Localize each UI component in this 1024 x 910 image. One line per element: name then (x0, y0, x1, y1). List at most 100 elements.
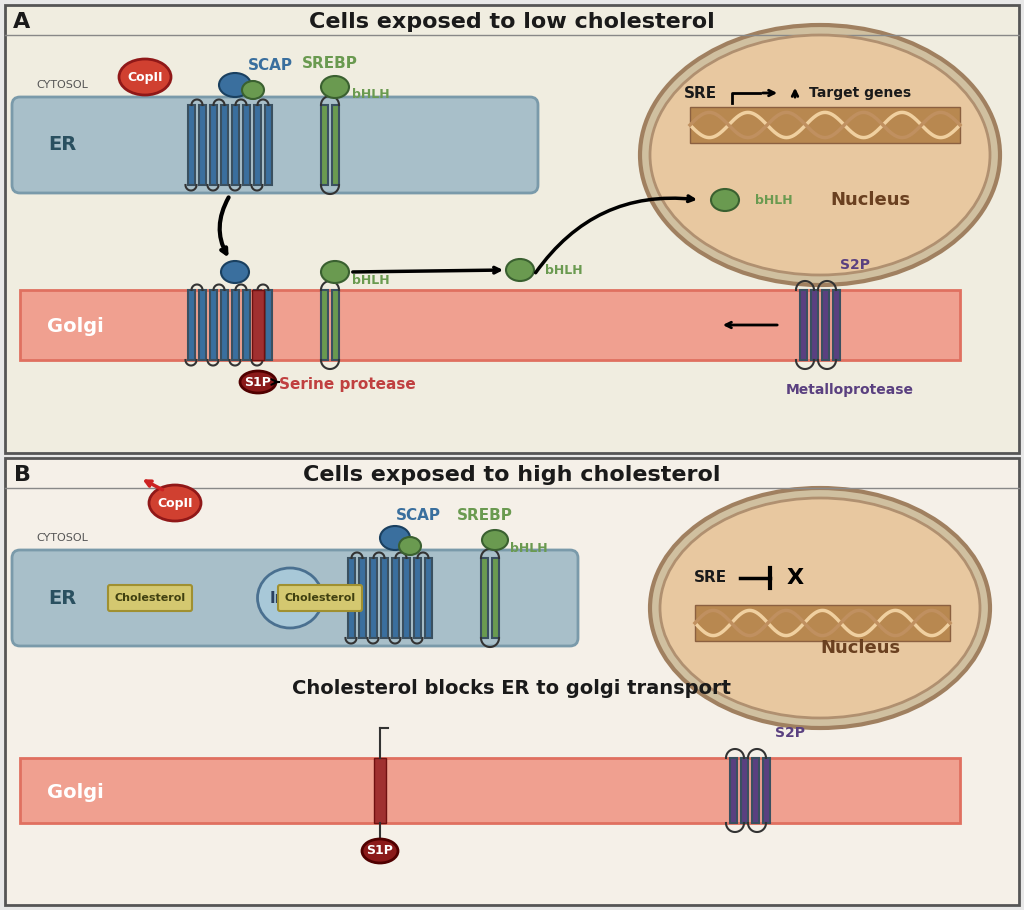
Text: CopII: CopII (127, 70, 163, 84)
Bar (492, 558, 499, 638)
Bar (199, 105, 206, 185)
Ellipse shape (257, 568, 323, 628)
Text: Nucleus: Nucleus (829, 191, 910, 209)
Text: Cholesterol: Cholesterol (285, 593, 355, 603)
Bar (370, 558, 377, 638)
Text: Golgi: Golgi (47, 783, 103, 802)
Bar (232, 290, 239, 360)
Text: S2P: S2P (775, 726, 805, 740)
Ellipse shape (711, 189, 739, 211)
Bar (321, 105, 328, 185)
Text: Metalloprotease: Metalloprotease (786, 383, 914, 397)
Text: CYTOSOL: CYTOSOL (36, 533, 88, 543)
FancyBboxPatch shape (108, 585, 193, 611)
Bar (730, 758, 737, 823)
Bar (800, 290, 807, 360)
Bar (252, 290, 264, 360)
Bar (188, 290, 195, 360)
Text: CYTOSOL: CYTOSOL (36, 80, 88, 90)
Text: X: X (786, 568, 804, 588)
Bar (481, 558, 488, 638)
Text: bHLH: bHLH (755, 194, 793, 207)
Text: S1P: S1P (367, 844, 393, 857)
Text: SRE: SRE (693, 571, 727, 585)
Ellipse shape (399, 537, 421, 555)
Text: A: A (13, 12, 31, 32)
Text: Cholesterol: Cholesterol (115, 593, 185, 603)
Bar (254, 105, 261, 185)
Bar (752, 758, 759, 823)
Bar (221, 290, 228, 360)
Ellipse shape (650, 35, 990, 275)
Bar (254, 290, 261, 360)
Ellipse shape (506, 259, 534, 281)
Bar (811, 290, 818, 360)
Bar (265, 290, 272, 360)
Ellipse shape (482, 530, 508, 550)
Text: S2P: S2P (840, 258, 870, 272)
Text: SREBP: SREBP (302, 56, 358, 70)
Bar (5, 458, 1019, 905)
Ellipse shape (119, 59, 171, 95)
Bar (265, 105, 272, 185)
Ellipse shape (240, 371, 276, 393)
Ellipse shape (660, 498, 980, 718)
Bar (199, 290, 206, 360)
Text: SCAP: SCAP (395, 509, 440, 523)
Bar (332, 105, 339, 185)
Bar (210, 105, 217, 185)
Text: Nucleus: Nucleus (820, 639, 900, 657)
Bar (690, 107, 961, 143)
Bar (221, 105, 228, 185)
Text: Cells exposed to low cholesterol: Cells exposed to low cholesterol (309, 12, 715, 32)
Text: bHLH: bHLH (510, 541, 548, 554)
Ellipse shape (242, 81, 264, 99)
Text: Cells exposed to high cholesterol: Cells exposed to high cholesterol (303, 465, 721, 485)
Bar (210, 290, 217, 360)
Bar (392, 558, 399, 638)
Bar (695, 605, 950, 641)
Ellipse shape (219, 73, 251, 97)
Bar (5, 5, 1019, 453)
Ellipse shape (321, 261, 349, 283)
Ellipse shape (650, 488, 990, 728)
FancyBboxPatch shape (12, 550, 578, 646)
Bar (763, 758, 770, 823)
Ellipse shape (362, 839, 398, 863)
Text: Cholesterol blocks ER to golgi transport: Cholesterol blocks ER to golgi transport (293, 679, 731, 697)
Text: bHLH: bHLH (352, 274, 389, 287)
Text: Target genes: Target genes (809, 86, 911, 100)
Ellipse shape (150, 485, 201, 521)
Ellipse shape (640, 25, 1000, 285)
Bar (232, 105, 239, 185)
Bar (332, 290, 339, 360)
Text: ER: ER (48, 589, 76, 608)
Text: SRE: SRE (683, 86, 717, 100)
Text: CopII: CopII (158, 497, 193, 510)
Ellipse shape (380, 526, 410, 550)
Text: Golgi: Golgi (47, 318, 103, 337)
Bar (374, 758, 386, 823)
Ellipse shape (221, 261, 249, 283)
Bar (359, 558, 366, 638)
Text: ER: ER (48, 136, 76, 155)
Bar (348, 558, 355, 638)
Bar (741, 758, 748, 823)
Text: B: B (13, 465, 31, 485)
Bar (321, 290, 328, 360)
Bar (822, 290, 829, 360)
Bar (243, 105, 250, 185)
Bar (20, 290, 961, 360)
Ellipse shape (321, 76, 349, 98)
Bar (188, 105, 195, 185)
Text: SREBP: SREBP (457, 509, 513, 523)
Bar (414, 558, 421, 638)
Bar (403, 558, 410, 638)
Text: Insig: Insig (269, 591, 310, 605)
Text: SCAP: SCAP (248, 57, 293, 73)
FancyBboxPatch shape (278, 585, 362, 611)
FancyBboxPatch shape (12, 97, 538, 193)
Bar (425, 558, 432, 638)
Bar (20, 758, 961, 823)
Text: bHLH: bHLH (352, 88, 389, 102)
